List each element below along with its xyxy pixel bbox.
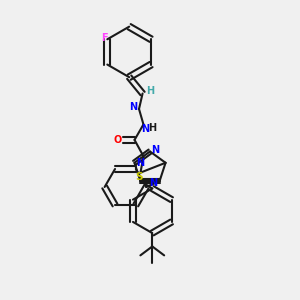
Text: F: F <box>101 33 108 43</box>
Text: S: S <box>135 172 143 182</box>
Text: O: O <box>114 135 122 145</box>
Text: N: N <box>136 158 144 168</box>
Text: N: N <box>150 178 158 188</box>
Text: H: H <box>146 86 154 96</box>
Text: N: N <box>129 103 137 112</box>
Text: N: N <box>151 145 159 155</box>
Text: N: N <box>141 124 149 134</box>
Text: H: H <box>148 123 156 133</box>
